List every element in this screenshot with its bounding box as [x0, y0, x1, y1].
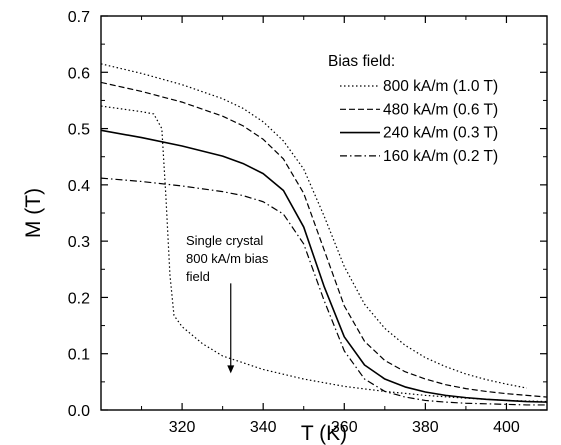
y-tick-label: 0.3 [68, 234, 90, 251]
annotation-arrow-head [227, 365, 235, 374]
series-line-480-kam [101, 81, 547, 398]
x-tick-label: 360 [331, 419, 358, 436]
annotation-line: 800 kA/m bias [186, 251, 269, 266]
y-tick-label: 0.4 [68, 178, 90, 195]
y-tick-label: 0.7 [68, 9, 90, 26]
legend-entry-label: 240 kA/m (0.3 T) [383, 125, 498, 142]
annotation-line: Single crystal [186, 233, 263, 248]
y-tick-label: 0.1 [68, 347, 90, 364]
legend-entry-label: 160 kA/m (0.2 T) [383, 148, 498, 165]
annotation-line: field [186, 269, 210, 284]
label-layer: 320 340 360 380 400 0.0 0.1 0.2 0.3 0.4 0.5 0.6 0.7 T… [22, 9, 520, 445]
legend-entry-label: 800 kA/m (1.0 T) [383, 78, 498, 95]
legend-entry-label: 480 kA/m (0.6 T) [383, 101, 498, 118]
series-line-160-kam [101, 177, 547, 406]
y-axis-title: M (T) [22, 188, 45, 238]
x-tick-label: 400 [493, 419, 520, 436]
series-line-single-crystal [101, 105, 547, 403]
y-tick-label: 0.5 [68, 122, 90, 139]
x-tick-label: 340 [250, 419, 277, 436]
series-layer [101, 63, 547, 406]
y-tick-label: 0.0 [68, 403, 90, 420]
plot-frame [100, 15, 548, 411]
y-tick-label: 0.2 [68, 290, 90, 307]
series-line-240-kam [101, 129, 547, 403]
legend-title: Bias field: [328, 53, 395, 70]
series-line-800-kam [101, 63, 527, 389]
legend: Bias field: 800 kA/m (1.0 T) 480 kA/m (0.6… [328, 53, 498, 165]
y-tick-label: 0.6 [68, 65, 90, 82]
x-tick-label: 320 [169, 419, 196, 436]
x-axis-title: T (K) [301, 422, 347, 445]
annotation-layer: Single crystal 800 kA/m bias field [186, 233, 269, 374]
x-tick-label: 380 [412, 419, 439, 436]
tick-layer [101, 15, 547, 411]
